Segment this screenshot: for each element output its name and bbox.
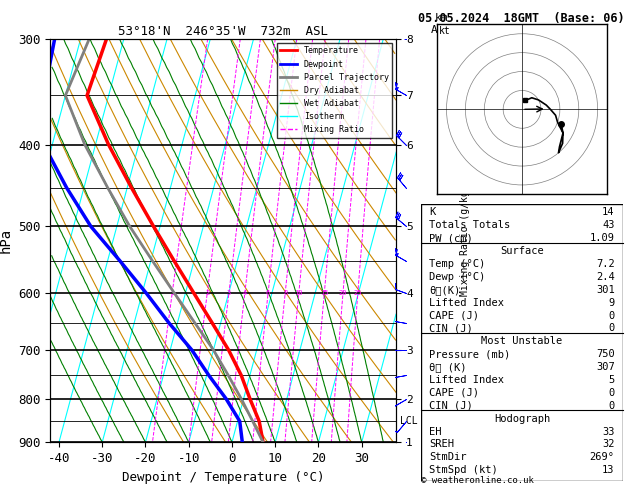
Text: 3: 3 xyxy=(226,290,231,296)
Text: 7.2: 7.2 xyxy=(596,259,615,269)
Text: 2.4: 2.4 xyxy=(596,272,615,282)
Text: 0: 0 xyxy=(608,324,615,333)
Text: 2: 2 xyxy=(205,290,209,296)
Text: CIN (J): CIN (J) xyxy=(430,324,473,333)
Text: 32: 32 xyxy=(602,439,615,450)
Text: θᴇ(K): θᴇ(K) xyxy=(430,285,460,295)
Text: 6: 6 xyxy=(266,290,270,296)
Text: km
ASL: km ASL xyxy=(431,13,452,35)
Text: 20: 20 xyxy=(338,290,347,296)
Text: 5: 5 xyxy=(608,375,615,385)
Text: SREH: SREH xyxy=(430,439,455,450)
Text: 13: 13 xyxy=(602,465,615,475)
Text: Lifted Index: Lifted Index xyxy=(430,375,504,385)
Text: EH: EH xyxy=(430,427,442,436)
Text: Most Unstable: Most Unstable xyxy=(481,336,563,347)
Text: 8: 8 xyxy=(283,290,287,296)
Text: 301: 301 xyxy=(596,285,615,295)
Text: 0: 0 xyxy=(608,311,615,321)
Text: Hodograph: Hodograph xyxy=(494,414,550,424)
Text: StmSpd (kt): StmSpd (kt) xyxy=(430,465,498,475)
Text: 0: 0 xyxy=(608,388,615,398)
Text: CAPE (J): CAPE (J) xyxy=(430,311,479,321)
Text: LCL: LCL xyxy=(400,417,418,426)
Text: 10: 10 xyxy=(294,290,303,296)
Legend: Temperature, Dewpoint, Parcel Trajectory, Dry Adiabat, Wet Adiabat, Isotherm, Mi: Temperature, Dewpoint, Parcel Trajectory… xyxy=(277,43,392,138)
Text: Dewp (°C): Dewp (°C) xyxy=(430,272,486,282)
Text: Temp (°C): Temp (°C) xyxy=(430,259,486,269)
Text: 750: 750 xyxy=(596,349,615,359)
Text: CIN (J): CIN (J) xyxy=(430,401,473,411)
Text: kt: kt xyxy=(439,26,450,36)
Text: 33: 33 xyxy=(602,427,615,436)
Text: 9: 9 xyxy=(608,298,615,308)
Text: 05.05.2024  18GMT  (Base: 06): 05.05.2024 18GMT (Base: 06) xyxy=(418,12,625,25)
Text: © weatheronline.co.uk: © weatheronline.co.uk xyxy=(421,476,534,485)
Text: 1: 1 xyxy=(170,290,174,296)
Text: 269°: 269° xyxy=(589,452,615,462)
Text: Totals Totals: Totals Totals xyxy=(430,220,511,230)
Title: 53°18'N  246°35'W  732m  ASL: 53°18'N 246°35'W 732m ASL xyxy=(118,25,328,38)
Text: 307: 307 xyxy=(596,362,615,372)
Text: 4: 4 xyxy=(243,290,247,296)
Text: 43: 43 xyxy=(602,220,615,230)
Text: 25: 25 xyxy=(353,290,362,296)
X-axis label: Dewpoint / Temperature (°C): Dewpoint / Temperature (°C) xyxy=(122,470,325,484)
Text: K: K xyxy=(430,208,436,218)
Text: 0: 0 xyxy=(608,401,615,411)
Text: Mixing Ratio (g/kg): Mixing Ratio (g/kg) xyxy=(460,185,470,296)
Text: Surface: Surface xyxy=(500,246,544,256)
Text: 15: 15 xyxy=(320,290,328,296)
Text: PW (cm): PW (cm) xyxy=(430,233,473,243)
Text: 1.09: 1.09 xyxy=(589,233,615,243)
Text: CAPE (J): CAPE (J) xyxy=(430,388,479,398)
Text: θᴇ (K): θᴇ (K) xyxy=(430,362,467,372)
Text: Lifted Index: Lifted Index xyxy=(430,298,504,308)
Text: Pressure (mb): Pressure (mb) xyxy=(430,349,511,359)
Text: 14: 14 xyxy=(602,208,615,218)
Y-axis label: hPa: hPa xyxy=(0,228,13,253)
Text: StmDir: StmDir xyxy=(430,452,467,462)
